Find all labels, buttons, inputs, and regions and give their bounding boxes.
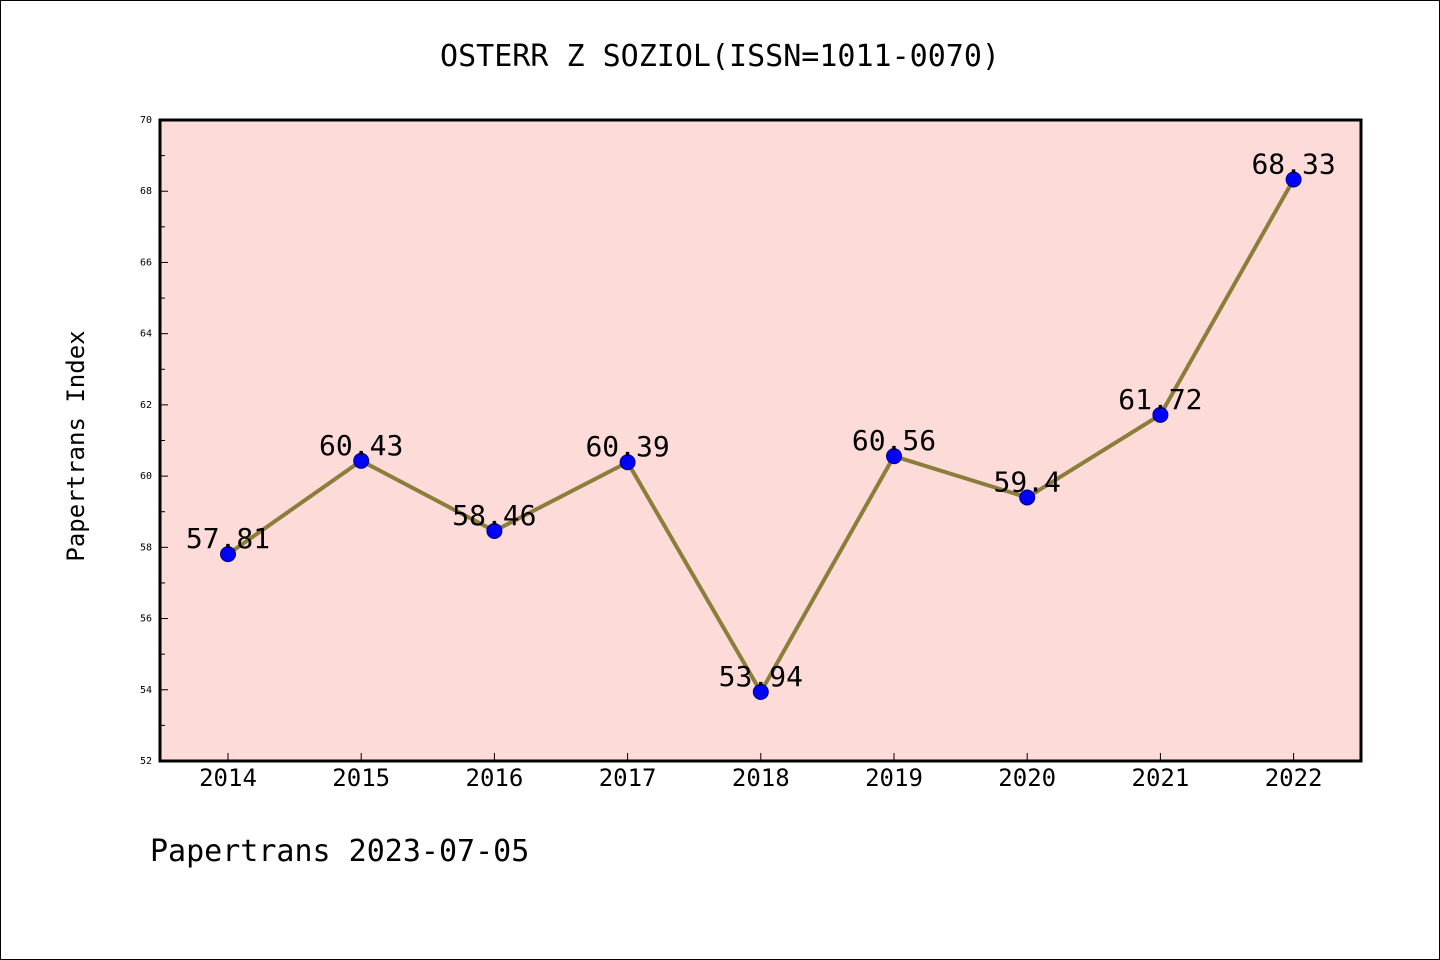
data-label: 61.72 bbox=[1118, 383, 1202, 416]
x-tick-label: 2016 bbox=[466, 764, 524, 792]
y-tick-label: 52 bbox=[140, 756, 152, 767]
data-label: 60.43 bbox=[319, 429, 403, 462]
data-point bbox=[486, 522, 503, 539]
y-tick-label: 60 bbox=[140, 471, 152, 482]
data-point bbox=[1019, 489, 1036, 506]
data-point bbox=[1152, 406, 1169, 423]
y-tick-label: 62 bbox=[140, 400, 152, 411]
x-tick-label: 2021 bbox=[1132, 764, 1190, 792]
data-point bbox=[619, 454, 636, 471]
y-tick-label: 58 bbox=[140, 542, 152, 553]
data-label: 53.94 bbox=[719, 660, 803, 693]
data-point bbox=[752, 683, 769, 700]
x-tick-label: 2015 bbox=[332, 764, 390, 792]
data-point bbox=[353, 452, 370, 469]
y-tick-label: 66 bbox=[140, 257, 152, 268]
data-point bbox=[220, 546, 236, 563]
data-point bbox=[1285, 171, 1302, 188]
data-label: 68.33 bbox=[1251, 147, 1335, 180]
data-label: 59.4 bbox=[993, 465, 1060, 498]
x-tick-label: 2022 bbox=[1265, 764, 1323, 792]
y-tick-label: 56 bbox=[140, 614, 152, 625]
data-point bbox=[886, 448, 902, 465]
data-label: 58.46 bbox=[452, 499, 536, 532]
y-tick-label: 54 bbox=[140, 685, 152, 696]
data-label: 60.39 bbox=[585, 430, 669, 463]
data-label: 60.56 bbox=[852, 424, 936, 457]
x-tick-label: 2014 bbox=[199, 764, 257, 792]
x-tick-label: 2020 bbox=[998, 764, 1056, 792]
y-tick-label: 64 bbox=[140, 329, 152, 340]
y-tick-label: 70 bbox=[140, 115, 152, 126]
data-label: 57.81 bbox=[186, 522, 270, 555]
plot-area bbox=[160, 120, 1361, 761]
chart-title: OSTERR Z SOZIOL(ISSN=1011-0070) bbox=[440, 39, 1000, 74]
plot-border bbox=[158, 118, 1363, 763]
footer-text: Papertrans 2023-07-05 bbox=[150, 834, 530, 869]
y-axis-label: Papertrans Index bbox=[62, 330, 90, 561]
x-tick-label: 2018 bbox=[732, 764, 790, 792]
x-tick-label: 2019 bbox=[865, 764, 923, 792]
y-tick-label: 68 bbox=[140, 186, 152, 197]
x-tick-label: 2017 bbox=[599, 764, 657, 792]
